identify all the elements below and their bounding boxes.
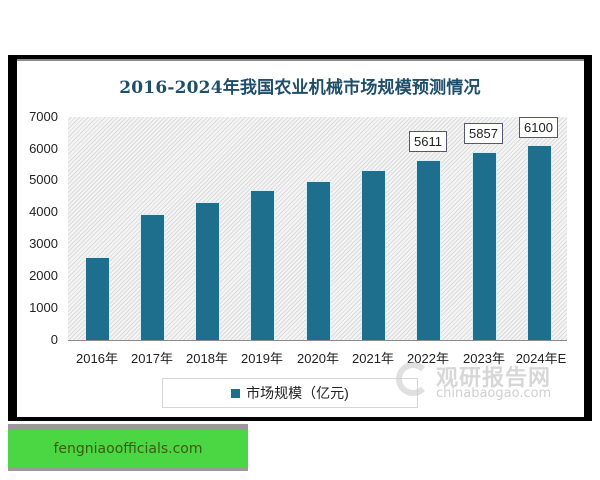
y-tick: 4000 xyxy=(29,204,58,219)
chart-title: 2016-2024年我国农业机械市场规模预测情况 xyxy=(119,78,481,98)
x-tick: 2020年 xyxy=(297,351,339,366)
legend-label: 市场规模（亿元) xyxy=(246,385,349,401)
y-tick: 1000 xyxy=(29,300,58,315)
x-tick: 2021年 xyxy=(352,351,394,366)
y-tick: 6000 xyxy=(29,141,58,156)
watermark-logo-icon xyxy=(396,362,430,396)
bar-2020年 xyxy=(307,182,330,340)
y-tick: 0 xyxy=(50,332,58,347)
data-label-2022: 5611 xyxy=(409,131,447,152)
x-tick: 2023年 xyxy=(463,351,505,366)
legend: 市场规模（亿元) xyxy=(162,378,418,408)
y-tick: 5000 xyxy=(29,172,58,187)
bar-2019年 xyxy=(251,191,274,340)
bar-2021年 xyxy=(362,171,385,340)
bar-2022年 xyxy=(417,161,440,340)
y-tick: 2000 xyxy=(29,268,58,283)
y-tick: 7000 xyxy=(29,109,58,124)
x-tick: 2019年 xyxy=(241,351,283,366)
watermark: 观研报告网 chinabaogao.com xyxy=(396,360,566,404)
bar-2017年 xyxy=(141,215,164,340)
bar-2024年E xyxy=(528,146,551,340)
legend-swatch-icon xyxy=(231,388,241,398)
source-badge: fengniaoofficials.com xyxy=(8,424,248,471)
badge-text: fengniaoofficials.com xyxy=(53,441,203,457)
x-axis-line xyxy=(68,340,567,341)
data-label-2023: 5857 xyxy=(464,123,503,144)
watermark-en: chinabaogao.com xyxy=(436,386,552,401)
bar-2018年 xyxy=(196,203,219,340)
bar-2016年 xyxy=(86,258,109,340)
data-label-2024: 6100 xyxy=(519,117,558,138)
x-tick: 2016年 xyxy=(76,351,118,366)
x-tick: 2018年 xyxy=(186,351,228,366)
watermark-cn: 观研报告网 xyxy=(436,365,552,390)
bar-2023年 xyxy=(473,153,496,340)
x-tick: 2017年 xyxy=(131,351,173,366)
y-tick: 3000 xyxy=(29,236,58,251)
x-tick: 2024年E xyxy=(515,351,567,366)
